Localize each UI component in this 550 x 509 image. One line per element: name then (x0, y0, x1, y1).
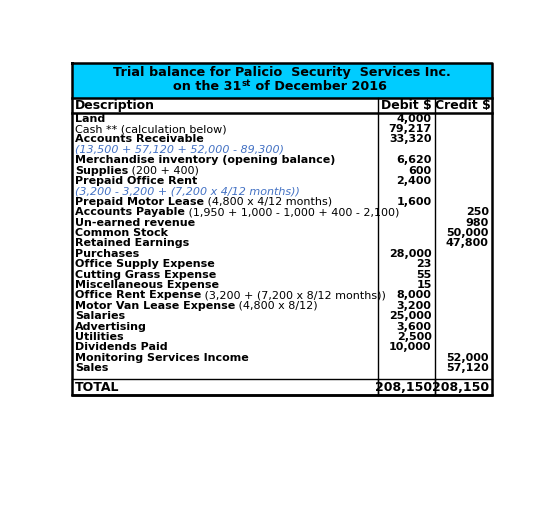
Text: on the 31st of December 2016: on the 31st of December 2016 (0, 508, 1, 509)
Text: (4,800 x 8/12): (4,800 x 8/12) (235, 301, 318, 311)
Text: Purchases: Purchases (75, 249, 139, 259)
Text: 57,120: 57,120 (446, 363, 489, 373)
Text: Sales: Sales (75, 363, 108, 373)
Text: 79,217: 79,217 (388, 124, 432, 134)
Text: Retained Earnings: Retained Earnings (75, 238, 189, 248)
Text: Dividends Paid: Dividends Paid (75, 343, 168, 352)
Text: st: st (241, 79, 251, 88)
Text: Advertising: Advertising (75, 322, 147, 331)
Text: 4,000: 4,000 (397, 114, 432, 124)
Text: Cash ** (calculation below): Cash ** (calculation below) (75, 124, 227, 134)
Text: (4,800 x 4/12 months): (4,800 x 4/12 months) (204, 197, 332, 207)
Text: 3,200: 3,200 (397, 301, 432, 311)
Text: Description: Description (75, 99, 155, 112)
Text: (13,500 + 57,120 + 52,000 - 89,300): (13,500 + 57,120 + 52,000 - 89,300) (75, 145, 284, 155)
Text: 28,000: 28,000 (389, 249, 432, 259)
Text: 980: 980 (465, 217, 489, 228)
Text: (200 + 400): (200 + 400) (128, 165, 199, 176)
Text: Cutting Grass Expense: Cutting Grass Expense (75, 270, 216, 279)
Text: Debit $: Debit $ (381, 99, 432, 112)
Text: 33,320: 33,320 (389, 134, 432, 145)
Text: Accounts Receivable: Accounts Receivable (75, 134, 204, 145)
Text: 6,620: 6,620 (397, 155, 432, 165)
Text: 2,500: 2,500 (397, 332, 432, 342)
Text: 50,000: 50,000 (447, 228, 489, 238)
Text: 47,800: 47,800 (446, 238, 489, 248)
Text: (3,200 - 3,200 + (7,200 x 4/12 months)): (3,200 - 3,200 + (7,200 x 4/12 months)) (75, 186, 300, 196)
Text: (1,950 + 1,000 - 1,000 + 400 - 2,100): (1,950 + 1,000 - 1,000 + 400 - 2,100) (185, 207, 399, 217)
Text: 1,600: 1,600 (397, 197, 432, 207)
Text: 208,150: 208,150 (432, 381, 489, 393)
Text: Office Supply Expense: Office Supply Expense (75, 259, 214, 269)
Text: Monitoring Services Income: Monitoring Services Income (75, 353, 249, 363)
Text: Supplies: Supplies (75, 165, 128, 176)
Text: Office Rent Expense: Office Rent Expense (75, 290, 201, 300)
Text: 250: 250 (466, 207, 489, 217)
Text: 52,000: 52,000 (446, 353, 489, 363)
Text: 55: 55 (416, 270, 432, 279)
Text: (3,200 + (7,200 x 8/12 months)): (3,200 + (7,200 x 8/12 months)) (201, 290, 386, 300)
Bar (72, 98, 492, 395)
Text: Motor Van Lease Expense: Motor Van Lease Expense (75, 301, 235, 311)
Text: Trial balance for Palicio  Security  Services Inc.: Trial balance for Palicio Security Servi… (113, 66, 451, 79)
Text: 15: 15 (416, 280, 432, 290)
Text: 10,000: 10,000 (389, 343, 432, 352)
Bar (72, 63, 492, 98)
Text: 3,600: 3,600 (397, 322, 432, 331)
Text: 8,000: 8,000 (397, 290, 432, 300)
Text: Salaries: Salaries (75, 311, 125, 321)
Text: of December 2016: of December 2016 (251, 80, 387, 93)
Text: Land: Land (75, 114, 105, 124)
Text: 208,150: 208,150 (375, 381, 432, 393)
Text: 23: 23 (416, 259, 432, 269)
Text: TOTAL: TOTAL (75, 381, 119, 393)
Text: Un-earned revenue: Un-earned revenue (75, 217, 195, 228)
Text: Prepaid Motor Lease: Prepaid Motor Lease (75, 197, 204, 207)
Text: 2,400: 2,400 (397, 176, 432, 186)
Text: 600: 600 (409, 165, 432, 176)
Text: Merchandise inventory (opening balance): Merchandise inventory (opening balance) (75, 155, 336, 165)
Text: Credit $: Credit $ (436, 99, 491, 112)
Text: Accounts Payable: Accounts Payable (75, 207, 185, 217)
Text: Miscellaneous Expense: Miscellaneous Expense (75, 280, 219, 290)
Text: Utilities: Utilities (75, 332, 124, 342)
Text: on the 31: on the 31 (173, 80, 241, 93)
Text: 25,000: 25,000 (389, 311, 432, 321)
Text: Prepaid Office Rent: Prepaid Office Rent (75, 176, 197, 186)
Text: Common Stock: Common Stock (75, 228, 168, 238)
